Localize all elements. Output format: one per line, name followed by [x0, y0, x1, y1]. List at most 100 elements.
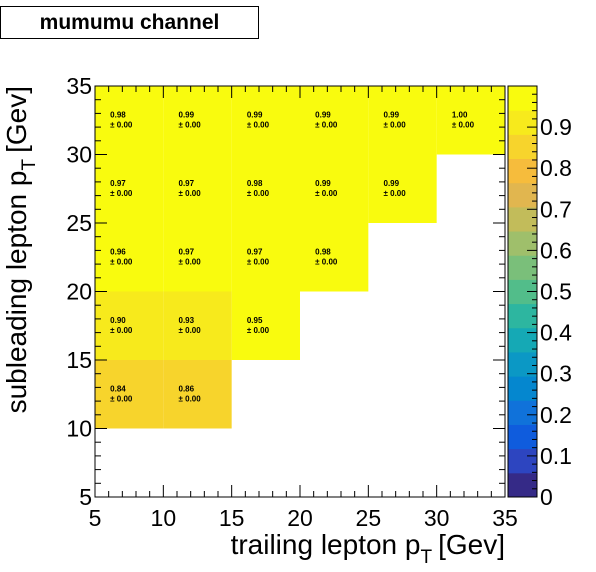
- y-axis-title: subleading lepton pT [Gev]: [1, 86, 40, 413]
- y-tick-label: 35: [66, 73, 92, 99]
- x-axis-title-main: trailing lepton p: [231, 529, 421, 560]
- heatmap-cell: [231, 223, 300, 292]
- heatmap-cell: [231, 154, 300, 223]
- heatmap-cell: [368, 154, 437, 223]
- cell-value-label: 0.97: [110, 179, 126, 188]
- palette-swatch: [508, 231, 537, 256]
- heatmap-cell: [300, 223, 369, 292]
- palette-swatch: [508, 206, 537, 232]
- z-tick-label: 0.6: [540, 237, 572, 263]
- y-axis-title-sub: T: [19, 159, 40, 171]
- x-tick-label: 25: [356, 505, 382, 531]
- cell-value-label: 0.99: [315, 179, 331, 188]
- y-tick-label: 5: [79, 484, 92, 510]
- heatmap-cell: [163, 86, 232, 155]
- cell-error-label: ± 0.00: [179, 257, 202, 266]
- y-tick-label: 25: [66, 210, 92, 236]
- cell-error-label: ± 0.00: [247, 120, 270, 129]
- palette-swatch: [508, 448, 537, 474]
- cell-error-label: ± 0.00: [179, 189, 202, 198]
- heatmap-cell: [95, 154, 164, 223]
- cell-value-label: 0.99: [384, 110, 400, 119]
- x-axis-title-unit: [Gev]: [438, 529, 505, 560]
- z-tick-label: 0.7: [540, 196, 572, 222]
- cell-value-label: 0.99: [179, 110, 195, 119]
- palette-swatch: [508, 351, 537, 377]
- cell-error-label: ± 0.00: [452, 120, 475, 129]
- cell-error-label: ± 0.00: [110, 189, 133, 198]
- cell-value-label: 0.97: [179, 247, 195, 256]
- cell-error-label: ± 0.00: [179, 120, 202, 129]
- x-axis-title: trailing lepton pT [Gev]: [231, 529, 505, 568]
- cell-error-label: ± 0.00: [247, 326, 270, 335]
- x-tick-label: 30: [424, 505, 450, 531]
- cell-value-label: 0.99: [315, 110, 331, 119]
- z-tick-label: 0.9: [540, 114, 572, 140]
- heatmap-cell: [163, 291, 232, 360]
- palette-swatch: [508, 424, 537, 450]
- cell-value-label: 1.00: [452, 110, 468, 119]
- x-tick-label: 10: [151, 505, 177, 531]
- cell-value-label: 0.99: [247, 110, 263, 119]
- cell-error-label: ± 0.00: [384, 189, 407, 198]
- heatmap-cells: [95, 86, 505, 429]
- x-tick-label: 20: [287, 505, 313, 531]
- heatmap-cell: [300, 86, 369, 155]
- y-tick-label: 10: [66, 416, 92, 442]
- color-palette: [507, 85, 538, 498]
- z-tick-label: 0.4: [540, 320, 572, 346]
- heatmap-cell: [95, 223, 164, 292]
- cell-error-label: ± 0.00: [110, 120, 133, 129]
- z-axis: 0 0.1 0.2 0.3 0.4 0.5 0.6 0.7 0.8 0.9: [527, 93, 572, 510]
- heatmap-cell: [95, 291, 164, 360]
- cell-value-label: 0.96: [110, 247, 126, 256]
- cell-value-label: 0.90: [110, 316, 126, 325]
- heatmap-cell: [436, 86, 505, 155]
- cell-error-label: ± 0.00: [247, 257, 270, 266]
- z-tick-label: 0.8: [540, 155, 572, 181]
- palette-swatch: [508, 255, 537, 280]
- y-axis: 5 10 15 20 25 30 35: [66, 73, 505, 510]
- heatmap-cell: [368, 86, 437, 155]
- y-axis-title-unit: [Gev]: [1, 86, 32, 153]
- x-tick-label: 15: [219, 505, 245, 531]
- chart-title: mumumu channel: [0, 6, 259, 39]
- heatmap-cell: [231, 291, 300, 360]
- heatmap-cell: [231, 86, 300, 155]
- cell-error-label: ± 0.00: [315, 189, 338, 198]
- palette-swatch: [508, 400, 537, 425]
- cell-error-label: ± 0.00: [315, 120, 338, 129]
- cell-error-label: ± 0.00: [110, 394, 133, 403]
- cell-value-label: 0.86: [179, 384, 195, 393]
- palette-swatch: [508, 376, 537, 401]
- cell-value-label: 0.95: [247, 316, 263, 325]
- heatmap-cell: [163, 154, 232, 223]
- cell-error-label: ± 0.00: [179, 394, 202, 403]
- palette-swatch: [508, 472, 537, 498]
- x-axis-title-sub: T: [420, 547, 432, 568]
- palette-swatch: [508, 110, 537, 135]
- cell-error-label: ± 0.00: [110, 326, 133, 335]
- z-tick-label: 0.2: [540, 402, 572, 428]
- x-axis: 5 10 15 20 25 30 35: [89, 86, 518, 531]
- z-tick-label: 0: [540, 484, 553, 510]
- z-tick-label: 0.1: [540, 443, 572, 469]
- y-tick-label: 30: [66, 142, 92, 168]
- heatmap-cell: [163, 360, 232, 429]
- cell-value-label: 0.99: [384, 179, 400, 188]
- y-tick-label: 15: [66, 347, 92, 373]
- cell-value-label: 0.84: [110, 384, 126, 393]
- z-tick-label: 0.5: [540, 279, 572, 305]
- x-tick-label: 35: [492, 505, 518, 531]
- heatmap-cell: [95, 360, 164, 429]
- cell-value-label: 0.98: [110, 110, 126, 119]
- cell-error-label: ± 0.00: [315, 257, 338, 266]
- cell-value-label: 0.98: [315, 247, 331, 256]
- cell-error-label: ± 0.00: [179, 326, 202, 335]
- cell-labels: 0.84± 0.000.86± 0.000.90± 0.000.93± 0.00…: [110, 110, 474, 403]
- x-tick-label: 5: [89, 505, 102, 531]
- cell-value-label: 0.97: [179, 179, 195, 188]
- palette-swatch: [508, 182, 537, 208]
- palette-swatch: [508, 158, 537, 184]
